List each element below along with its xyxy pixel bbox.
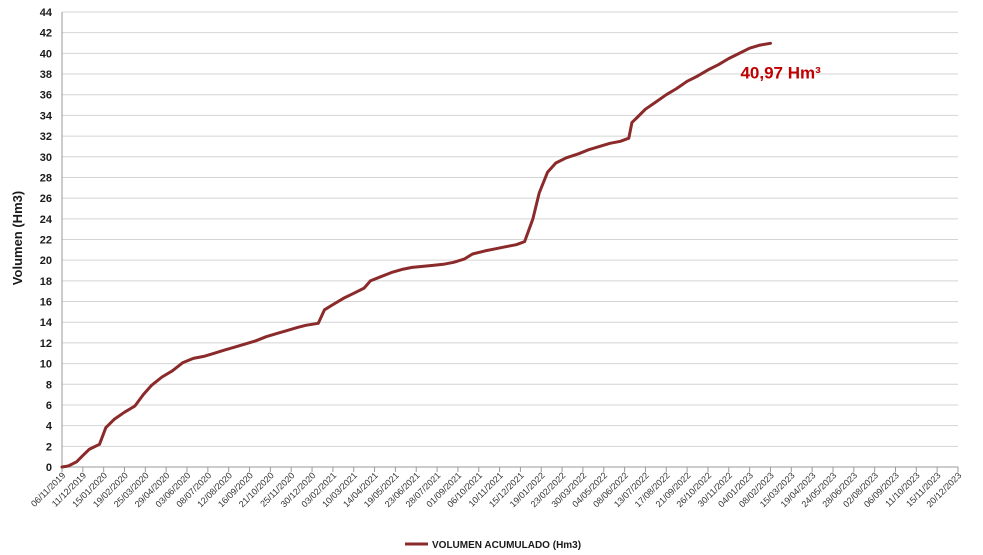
y-tick-label: 16 — [40, 297, 52, 309]
y-tick-label: 36 — [40, 90, 52, 102]
legend-label: VOLUMEN ACUMULADO (Hm3) — [432, 540, 581, 551]
y-tick-label: 38 — [40, 69, 52, 81]
annotation-final-volume: 40,97 Hm³ — [740, 63, 821, 82]
y-tick-label: 10 — [40, 359, 52, 371]
y-tick-label: 30 — [40, 152, 52, 164]
y-tick-label: 34 — [40, 110, 53, 122]
y-axis-label: Volumen (Hm3) — [10, 191, 25, 285]
y-tick-label: 26 — [40, 193, 52, 205]
y-tick-label: 44 — [40, 7, 53, 19]
y-tick-label: 42 — [40, 28, 52, 40]
y-tick-label: 24 — [40, 214, 53, 226]
y-tick-label: 8 — [46, 379, 52, 391]
y-tick-label: 0 — [46, 462, 52, 474]
y-tick-label: 6 — [46, 400, 52, 412]
y-axis-ticks: 0246810121416182022242628303234363840424… — [40, 7, 53, 474]
y-tick-label: 22 — [40, 235, 52, 247]
y-tick-label: 40 — [40, 48, 52, 60]
y-tick-label: 28 — [40, 172, 52, 184]
y-tick-label: 12 — [40, 338, 52, 350]
y-tick-label: 4 — [46, 421, 53, 433]
y-tick-label: 18 — [40, 276, 52, 288]
y-tick-label: 14 — [40, 317, 53, 329]
grid-lines — [62, 11, 958, 468]
series-line-volumen-acumulado — [60, 41, 772, 469]
y-tick-label: 20 — [40, 255, 52, 267]
y-tick-label: 32 — [40, 131, 52, 143]
x-axis-ticks: 06/11/201911/12/201915/01/202019/02/2020… — [29, 467, 963, 509]
legend: VOLUMEN ACUMULADO (Hm3) — [405, 540, 581, 551]
y-tick-label: 2 — [46, 441, 52, 453]
